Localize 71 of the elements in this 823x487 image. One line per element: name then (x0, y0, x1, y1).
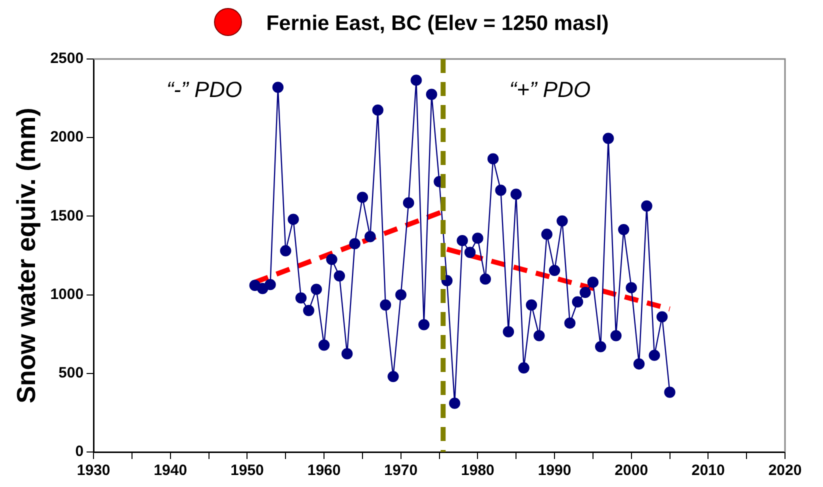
point (472, 232, 484, 244)
point (518, 362, 530, 374)
point (318, 340, 330, 351)
point (610, 330, 622, 342)
point (326, 254, 338, 266)
x-tick-label: 1950 (230, 462, 264, 480)
point (618, 224, 630, 236)
x-tick-label: 1970 (384, 462, 418, 480)
y-tick-label: 2500 (50, 50, 84, 68)
point (656, 311, 668, 322)
chart-title: Fernie East, BC (Elev = 1250 masl) (266, 12, 609, 35)
y-tick-label: 1000 (50, 286, 84, 303)
y-tick-label: 500 (58, 364, 84, 382)
point (480, 273, 491, 285)
annotation: “+” PDO (509, 77, 591, 102)
point (341, 348, 353, 360)
x-tick-label: 1960 (307, 462, 341, 480)
y-tick-label: 2000 (50, 128, 84, 146)
point (380, 299, 392, 311)
point (648, 350, 660, 361)
point (449, 398, 460, 409)
point (464, 246, 476, 258)
point (264, 278, 276, 290)
point (356, 192, 368, 203)
point (418, 319, 430, 330)
x-tick-label: 2020 (768, 462, 802, 480)
y-tick-label: 0 (75, 443, 84, 460)
y-tick-label: 1500 (50, 207, 84, 224)
point (526, 299, 538, 311)
point (587, 276, 599, 288)
x-tick-label: 1930 (76, 462, 110, 480)
point (580, 286, 591, 298)
point (280, 245, 292, 256)
point (310, 284, 322, 295)
x-tick-label: 1940 (154, 462, 188, 480)
point (641, 200, 652, 212)
point (626, 282, 637, 294)
point (564, 317, 576, 329)
point (334, 270, 346, 282)
point (541, 228, 552, 240)
point (602, 132, 614, 144)
point (510, 188, 522, 200)
x-tick-label: 2000 (614, 462, 648, 480)
point (402, 197, 414, 208)
point (395, 289, 406, 300)
point (388, 370, 399, 382)
y-axis-title: Snow water equiv. (mm) (10, 108, 41, 404)
point (410, 74, 422, 86)
point (295, 292, 307, 304)
point (426, 88, 438, 100)
point (288, 214, 299, 225)
point (272, 82, 284, 93)
point (495, 184, 506, 196)
point (548, 264, 560, 276)
point (556, 215, 568, 227)
point (364, 231, 376, 242)
point (664, 386, 676, 398)
point (487, 153, 499, 164)
point (372, 104, 384, 116)
x-tick-label: 1990 (538, 462, 572, 480)
point (572, 296, 584, 308)
point (633, 358, 645, 370)
point (303, 304, 314, 316)
point (595, 341, 606, 352)
point (456, 234, 468, 246)
x-tick-label: 1980 (461, 462, 494, 480)
annotation: “-” PDO (166, 77, 242, 102)
point (502, 326, 514, 338)
x-tick-label: 2010 (691, 462, 725, 480)
point (349, 238, 360, 250)
point (534, 330, 545, 342)
